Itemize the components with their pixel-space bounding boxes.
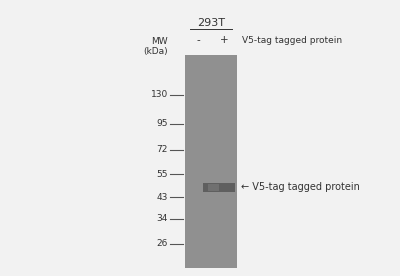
Text: ← V5-tag tagged protein: ← V5-tag tagged protein — [241, 182, 360, 192]
Text: 95: 95 — [156, 119, 168, 128]
Text: 293T: 293T — [197, 18, 225, 28]
Text: -: - — [196, 35, 200, 45]
Text: 55: 55 — [156, 170, 168, 179]
Text: 130: 130 — [151, 90, 168, 99]
Text: 26: 26 — [157, 239, 168, 248]
Text: 34: 34 — [157, 214, 168, 223]
Text: 72: 72 — [157, 145, 168, 154]
Text: MW
(kDa): MW (kDa) — [143, 37, 168, 56]
Text: 43: 43 — [157, 193, 168, 202]
Text: V5-tag tagged protein: V5-tag tagged protein — [242, 36, 342, 45]
Bar — [203, 182, 236, 192]
Bar — [208, 184, 219, 190]
Bar — [185, 55, 237, 268]
Text: +: + — [220, 35, 228, 45]
